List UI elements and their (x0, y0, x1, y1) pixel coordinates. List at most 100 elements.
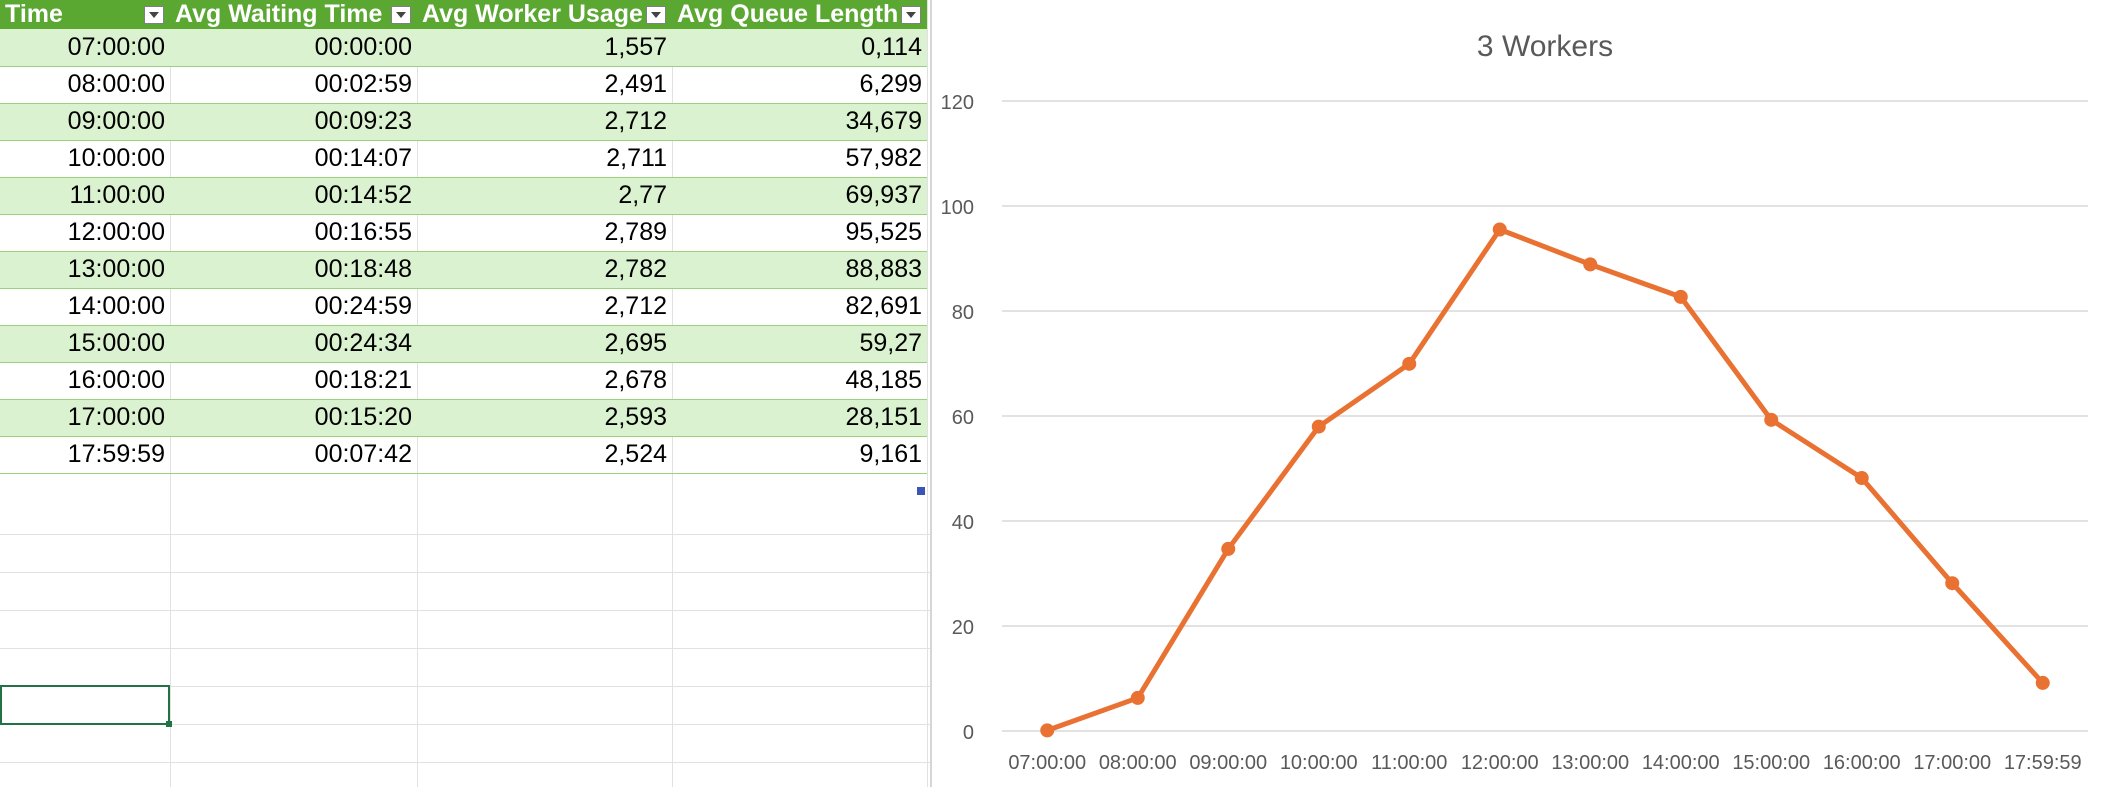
table-row: 17:59:59 00:07:42 2,524 9,161 (0, 436, 927, 474)
y-tick-label: 100 (941, 197, 974, 219)
x-tick-label: 15:00:00 (1732, 752, 1810, 774)
cell-avg-waiting-time[interactable]: 00:00:00 (170, 29, 417, 67)
x-tick-label: 10:00:00 (1280, 752, 1358, 774)
cell-avg-queue-length[interactable]: 88,883 (672, 251, 927, 289)
cell-avg-waiting-time[interactable]: 00:24:34 (170, 325, 417, 363)
filter-dropdown-icon[interactable] (901, 6, 921, 24)
cell-avg-worker-usage[interactable]: 1,557 (417, 29, 672, 67)
cell-avg-worker-usage[interactable]: 2,77 (417, 177, 672, 215)
table-row: 13:00:00 00:18:48 2,782 88,883 (0, 251, 927, 289)
cell-avg-worker-usage[interactable]: 2,711 (417, 140, 672, 178)
data-point (1854, 471, 1869, 486)
cell-avg-queue-length[interactable]: 48,185 (672, 362, 927, 400)
y-tick-label: 0 (963, 722, 974, 744)
data-table: Time Avg Waiting Time Avg Worker Usage A… (0, 0, 927, 474)
cell-time[interactable]: 16:00:00 (0, 362, 170, 400)
cell-avg-worker-usage[interactable]: 2,593 (417, 399, 672, 437)
cell-avg-queue-length[interactable]: 59,27 (672, 325, 927, 363)
table-row: 11:00:00 00:14:52 2,77 69,937 (0, 177, 927, 215)
cell-time[interactable]: 10:00:00 (0, 140, 170, 178)
cell-avg-worker-usage[interactable]: 2,678 (417, 362, 672, 400)
cell-time[interactable]: 13:00:00 (0, 251, 170, 289)
cell-avg-waiting-time[interactable]: 00:14:07 (170, 140, 417, 178)
table-row: 09:00:00 00:09:23 2,712 34,679 (0, 103, 927, 141)
cell-avg-waiting-time[interactable]: 00:24:59 (170, 288, 417, 326)
x-tick-label: 09:00:00 (1189, 752, 1267, 774)
data-point (1221, 541, 1236, 556)
data-point (1402, 356, 1417, 371)
header-avg-worker-usage[interactable]: Avg Worker Usage (417, 0, 672, 29)
cell-avg-waiting-time[interactable]: 00:07:42 (170, 436, 417, 474)
data-point (1130, 690, 1145, 705)
y-tick-label: 20 (952, 617, 974, 639)
series-line (1044, 226, 2046, 733)
cell-avg-queue-length[interactable]: 28,151 (672, 399, 927, 437)
x-tick-label: 08:00:00 (1099, 752, 1177, 774)
cell-avg-queue-length[interactable]: 9,161 (672, 436, 927, 474)
cell-avg-queue-length[interactable]: 69,937 (672, 177, 927, 215)
data-point (1492, 222, 1507, 237)
cell-avg-queue-length[interactable]: 82,691 (672, 288, 927, 326)
cell-time[interactable]: 15:00:00 (0, 325, 170, 363)
chart-canvas: 0 20 40 60 80 100 120 3 Workers 07:00:00 08:00:00… (941, 30, 2088, 774)
data-point (1311, 419, 1326, 434)
cell-avg-worker-usage[interactable]: 2,491 (417, 66, 672, 104)
cell-avg-waiting-time[interactable]: 00:15:20 (170, 399, 417, 437)
cell-time[interactable]: 11:00:00 (0, 177, 170, 215)
filter-dropdown-icon[interactable] (144, 6, 164, 24)
x-tick-label: 17:00:00 (1913, 752, 1991, 774)
cell-time[interactable]: 08:00:00 (0, 66, 170, 104)
cell-avg-worker-usage[interactable]: 2,695 (417, 325, 672, 363)
data-point (1583, 257, 1598, 272)
table-row: 17:00:00 00:15:20 2,593 28,151 (0, 399, 927, 437)
cell-time[interactable]: 17:00:00 (0, 399, 170, 437)
x-tick-label: 07:00:00 (1008, 752, 1086, 774)
table-row: 12:00:00 00:16:55 2,789 95,525 (0, 214, 927, 252)
cell-avg-queue-length[interactable]: 95,525 (672, 214, 927, 252)
cell-avg-waiting-time[interactable]: 00:18:21 (170, 362, 417, 400)
x-tick-label: 13:00:00 (1551, 752, 1629, 774)
filter-dropdown-icon[interactable] (646, 6, 666, 24)
cell-time[interactable]: 17:59:59 (0, 436, 170, 474)
y-tick-label: 60 (952, 407, 974, 429)
cell-avg-queue-length[interactable]: 57,982 (672, 140, 927, 178)
table-row: 10:00:00 00:14:07 2,711 57,982 (0, 140, 927, 178)
data-point (1673, 289, 1688, 304)
line-chart[interactable]: 0 20 40 60 80 100 120 3 Workers 07:00:00 08:00:00… (930, 0, 2116, 787)
cell-avg-worker-usage[interactable]: 2,712 (417, 288, 672, 326)
cell-avg-worker-usage[interactable]: 2,789 (417, 214, 672, 252)
table-header-row: Time Avg Waiting Time Avg Worker Usage A… (0, 0, 927, 29)
y-tick-label: 120 (941, 92, 974, 114)
cell-avg-queue-length[interactable]: 34,679 (672, 103, 927, 141)
cell-avg-worker-usage[interactable]: 2,712 (417, 103, 672, 141)
cell-avg-waiting-time[interactable]: 00:02:59 (170, 66, 417, 104)
table-row: 14:00:00 00:24:59 2,712 82,691 (0, 288, 927, 326)
spreadsheet-grid[interactable]: Time Avg Waiting Time Avg Worker Usage A… (0, 0, 930, 787)
chart-title: 3 Workers (1477, 30, 1613, 63)
table-resize-handle[interactable] (917, 487, 925, 495)
table-row: 15:00:00 00:24:34 2,695 59,27 (0, 325, 927, 363)
cell-time[interactable]: 14:00:00 (0, 288, 170, 326)
cell-time[interactable]: 12:00:00 (0, 214, 170, 252)
data-point (2035, 675, 2050, 690)
cell-avg-waiting-time[interactable]: 00:14:52 (170, 177, 417, 215)
selected-cell[interactable] (0, 685, 172, 727)
cell-avg-queue-length[interactable]: 6,299 (672, 66, 927, 104)
x-tick-label: 14:00:00 (1642, 752, 1720, 774)
cell-avg-waiting-time[interactable]: 00:18:48 (170, 251, 417, 289)
header-avg-waiting-time[interactable]: Avg Waiting Time (170, 0, 417, 29)
cell-avg-queue-length[interactable]: 0,114 (672, 29, 927, 67)
cell-avg-worker-usage[interactable]: 2,782 (417, 251, 672, 289)
x-tick-label: 16:00:00 (1823, 752, 1901, 774)
cell-avg-waiting-time[interactable]: 00:16:55 (170, 214, 417, 252)
filter-dropdown-icon[interactable] (391, 6, 411, 24)
cell-avg-worker-usage[interactable]: 2,524 (417, 436, 672, 474)
cell-time[interactable]: 09:00:00 (0, 103, 170, 141)
cell-time[interactable]: 07:00:00 (0, 29, 170, 67)
header-avg-queue-length[interactable]: Avg Queue Length (672, 0, 927, 29)
data-point (1764, 412, 1779, 427)
header-time[interactable]: Time (0, 0, 170, 29)
table-row: 08:00:00 00:02:59 2,491 6,299 (0, 66, 927, 104)
cell-avg-waiting-time[interactable]: 00:09:23 (170, 103, 417, 141)
y-tick-label: 40 (952, 512, 974, 534)
